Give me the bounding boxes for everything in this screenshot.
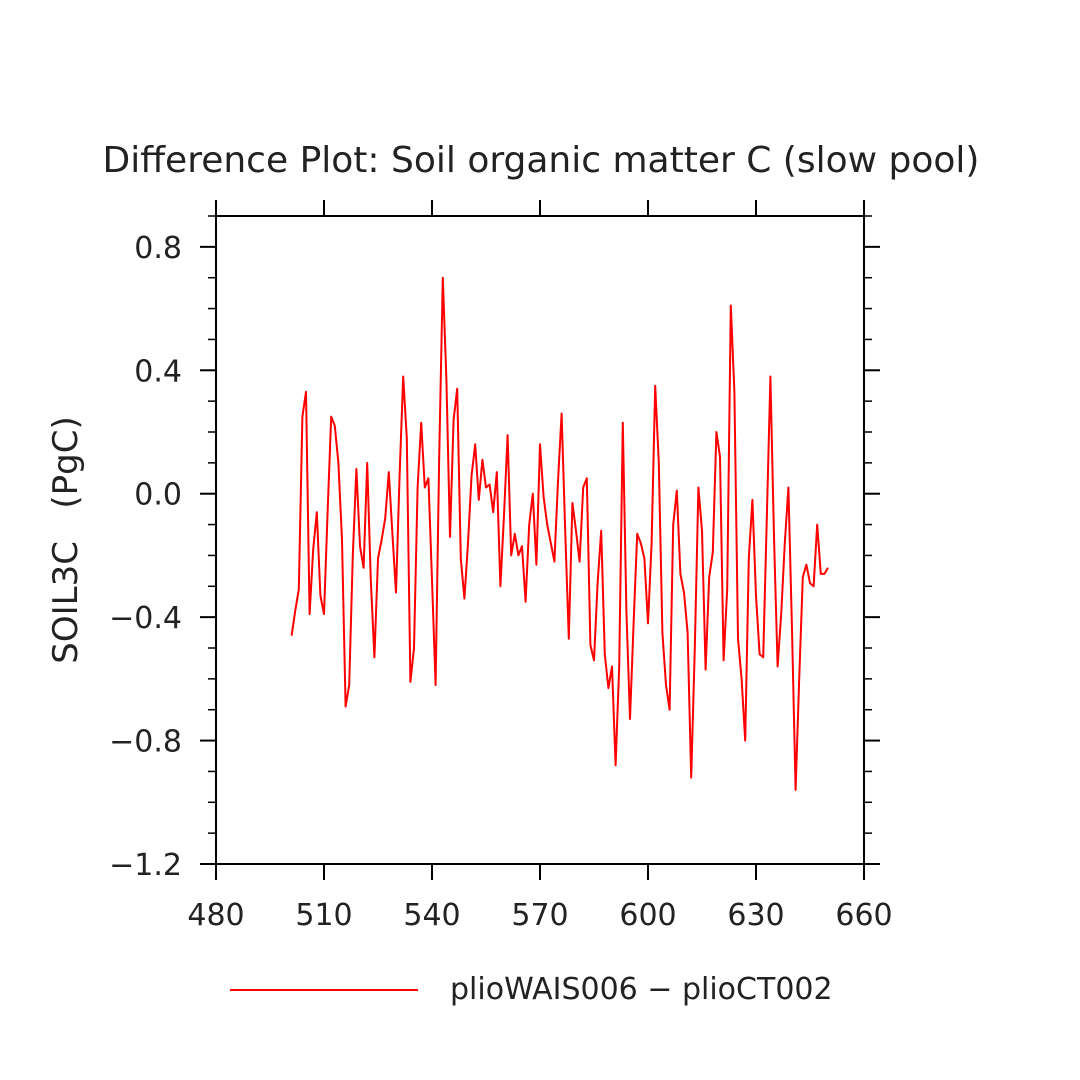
y-tick-label: −1.2	[109, 848, 182, 883]
y-tick-label: 0.4	[134, 354, 182, 389]
series-line	[290, 276, 829, 791]
x-tick-label: 540	[403, 898, 460, 933]
y-tick-label: 0.0	[134, 478, 182, 513]
x-tick-label: 480	[187, 898, 244, 933]
x-tick-label: 510	[295, 898, 352, 933]
y-tick-label: −0.8	[109, 725, 182, 760]
legend-label: plioWAIS006 − plioCT002	[450, 972, 833, 1007]
legend: plioWAIS006 − plioCT002	[230, 972, 833, 1007]
x-tick-label: 630	[727, 898, 784, 933]
x-tick-label: 570	[511, 898, 568, 933]
tick-labels: 480 510 540 570 600 630 660 −1.2 −0.8 −0.4 0.0 0.4 0…	[109, 231, 892, 933]
x-tick-label: 600	[619, 898, 676, 933]
y-tick-label: −0.4	[109, 601, 182, 636]
chart-title: Difference Plot: Soil organic matter C (…	[103, 140, 980, 181]
y-tick-label: 0.8	[134, 231, 182, 266]
y-axis-label: SOIL3C (PgC)	[46, 416, 86, 663]
series-layer	[290, 276, 829, 791]
x-tick-label: 660	[835, 898, 892, 933]
axis-ticks	[200, 200, 880, 880]
